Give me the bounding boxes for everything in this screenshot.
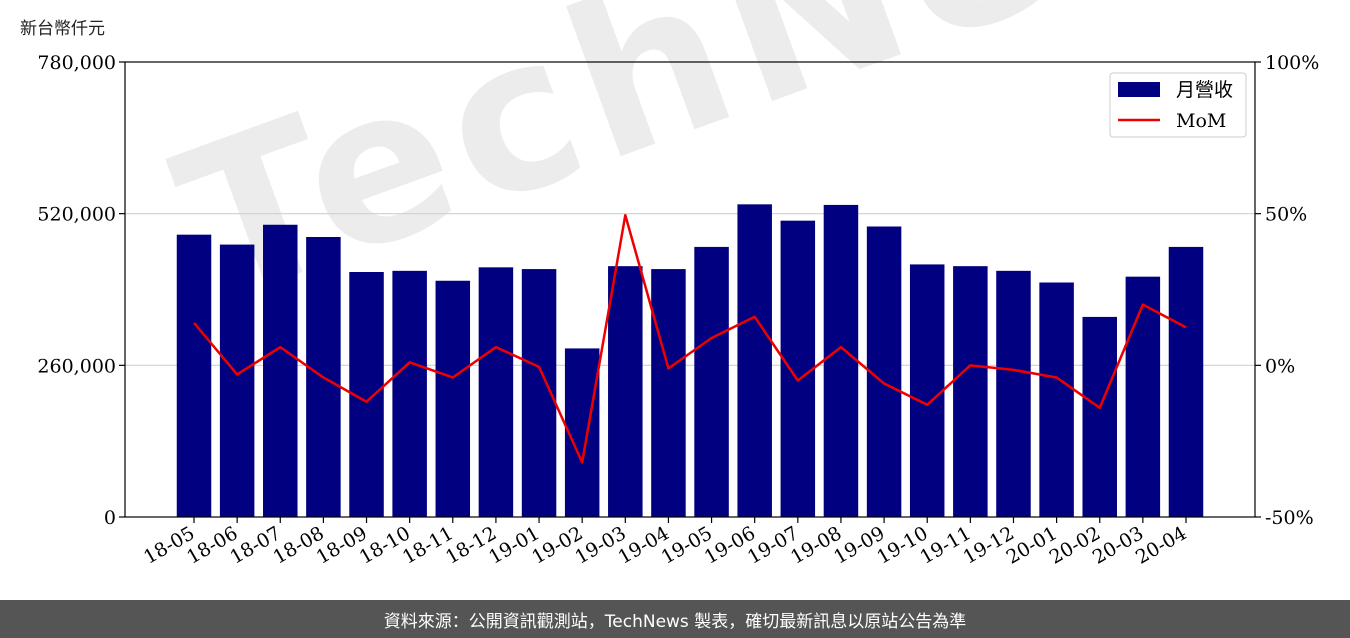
y-right-tick-label: 50% bbox=[1265, 204, 1307, 226]
bar-19-08 bbox=[823, 204, 859, 517]
legend-bar-swatch bbox=[1118, 82, 1160, 97]
footer-text: 資料來源：公開資訊觀測站，TechNews 製表，確切最新訊息以原站公告為準 bbox=[383, 611, 967, 632]
bar-19-12 bbox=[996, 270, 1031, 517]
y-left-tick-label: 260,000 bbox=[37, 355, 116, 377]
y-left-tick-label: 520,000 bbox=[37, 204, 116, 226]
bar-19-03 bbox=[608, 266, 643, 517]
y-right-tick-label: 0% bbox=[1265, 355, 1295, 377]
bar-19-10 bbox=[909, 264, 945, 517]
bar-19-04 bbox=[651, 269, 686, 517]
bar-19-06 bbox=[737, 204, 772, 518]
bar-19-07 bbox=[780, 220, 816, 517]
footer-source-note: 資料來源：公開資訊觀測站，TechNews 製表，確切最新訊息以原站公告為準 bbox=[0, 600, 1350, 638]
y-axis-unit-label: 新台幣仟元 bbox=[20, 19, 105, 39]
legend-label-revenue: 月營收 bbox=[1176, 79, 1233, 101]
bar-20-01 bbox=[1039, 282, 1074, 517]
bar-19-11 bbox=[953, 266, 988, 517]
y-right-tick-label: 100% bbox=[1265, 52, 1319, 74]
bar-19-05 bbox=[694, 246, 729, 517]
plot-frame bbox=[124, 61, 1256, 518]
y-left-tick-label: 0 bbox=[104, 507, 116, 529]
bar-18-10 bbox=[392, 270, 427, 517]
bar-18-11 bbox=[435, 280, 471, 517]
bar-20-02 bbox=[1082, 316, 1117, 517]
bar-18-12 bbox=[478, 267, 514, 517]
bar-20-04 bbox=[1168, 246, 1204, 517]
mom-line bbox=[193, 213, 1187, 464]
revenue-chart: 0260,000520,000780,000-50%0%50%100%18-05… bbox=[37, 52, 1319, 569]
bar-20-03 bbox=[1125, 276, 1161, 517]
y-left-tick-label: 780,000 bbox=[37, 52, 116, 74]
x-tick-label-20-04: 20-04 bbox=[1132, 522, 1190, 568]
bar-19-09 bbox=[866, 226, 902, 517]
bar-19-02 bbox=[564, 348, 600, 517]
bar-18-06 bbox=[219, 244, 255, 518]
y-right-tick-label: -50% bbox=[1265, 507, 1314, 529]
bar-18-05 bbox=[176, 234, 212, 517]
bar-18-07 bbox=[263, 224, 298, 517]
legend-label-mom: MoM bbox=[1176, 110, 1226, 132]
